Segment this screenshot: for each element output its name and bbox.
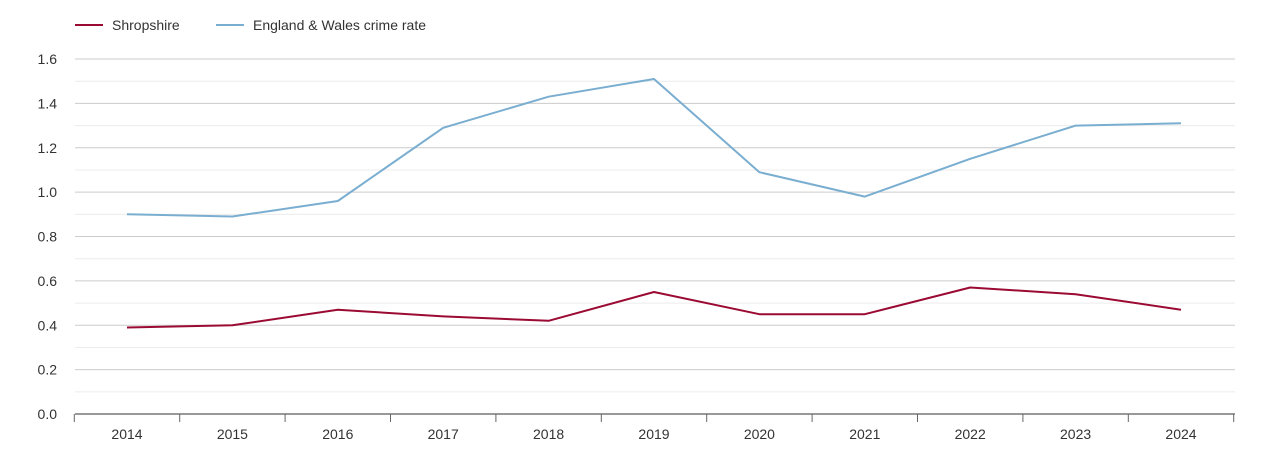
legend-item-shropshire[interactable]: Shropshire bbox=[75, 17, 180, 33]
x-tick-label: 2018 bbox=[533, 426, 564, 442]
legend-item-england-wales-crime-rate[interactable]: England & Wales crime rate bbox=[216, 17, 426, 33]
y-tick-label: 1.0 bbox=[38, 184, 58, 200]
x-tick-label: 2020 bbox=[744, 426, 775, 442]
x-tick-label: 2016 bbox=[322, 426, 353, 442]
y-tick-label: 0.6 bbox=[38, 273, 58, 289]
x-tick-label: 2019 bbox=[638, 426, 669, 442]
series-line-shropshire bbox=[126, 286, 1182, 329]
y-tick-label: 1.4 bbox=[38, 95, 58, 111]
y-axis: 0.0 0.2 0.4 0.6 0.8 1.0 1.2 1.4 1.6 bbox=[38, 51, 58, 422]
x-tick-label: 2022 bbox=[955, 426, 986, 442]
chart-legend: Shropshire England & Wales crime rate bbox=[75, 17, 426, 33]
x-axis: 2014 2015 2016 2017 2018 2019 2020 2021 2022 2023… bbox=[73, 413, 1235, 442]
y-tick-label: 0.2 bbox=[38, 362, 58, 378]
legend-label: Shropshire bbox=[112, 17, 180, 33]
y-tick-label: 0.0 bbox=[38, 406, 58, 422]
x-tick-label: 2017 bbox=[428, 426, 459, 442]
x-tick-label: 2024 bbox=[1165, 426, 1196, 442]
y-tick-label: 0.4 bbox=[38, 317, 58, 333]
series-layer bbox=[126, 78, 1182, 329]
y-tick-label: 1.6 bbox=[38, 51, 58, 67]
x-tick-label: 2014 bbox=[111, 426, 142, 442]
x-tick-label: 2021 bbox=[849, 426, 880, 442]
x-tick-label: 2015 bbox=[217, 426, 248, 442]
series-line-england-wales-crime-rate bbox=[126, 78, 1182, 218]
legend-label: England & Wales crime rate bbox=[253, 17, 426, 33]
chart-grid bbox=[75, 58, 1235, 393]
y-tick-label: 1.2 bbox=[38, 140, 58, 156]
y-tick-label: 0.8 bbox=[38, 229, 58, 245]
x-tick-label: 2023 bbox=[1060, 426, 1091, 442]
